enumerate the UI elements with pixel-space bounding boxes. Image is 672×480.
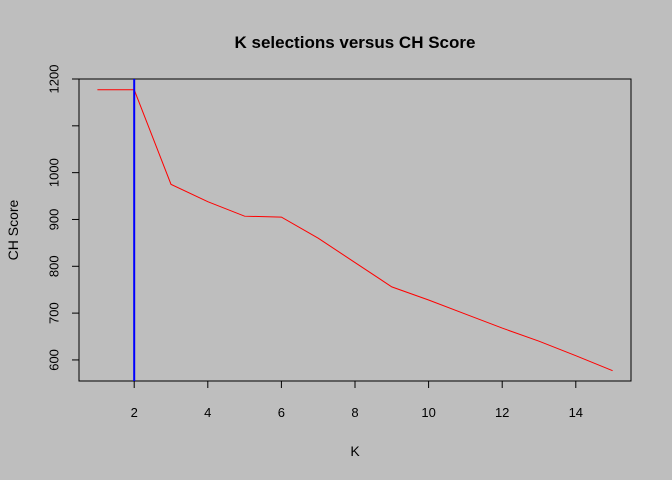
y-tick-label: 1000 <box>47 158 62 187</box>
y-tick-label: 1200 <box>47 65 62 94</box>
y-tick-label: 600 <box>47 349 62 371</box>
data-point <box>502 327 503 328</box>
y-tick-label: 900 <box>47 209 62 231</box>
x-tick-label: 2 <box>131 405 138 420</box>
data-point <box>575 355 576 356</box>
data-point <box>207 201 208 202</box>
x-tick-label: 8 <box>351 405 358 420</box>
series-line-0 <box>97 89 613 372</box>
x-axis: 2 4 6 8 10 12 14 <box>131 380 583 420</box>
data-point <box>465 313 466 314</box>
y-tick-label: 700 <box>47 302 62 324</box>
data-point <box>391 286 392 287</box>
data-point <box>281 217 282 218</box>
data-point <box>244 216 245 217</box>
data-point <box>354 262 355 263</box>
y-axis: 600 700 800 900 1000 1200 <box>47 65 80 371</box>
data-point <box>318 238 319 239</box>
data-point <box>538 341 539 342</box>
x-tick-label: 12 <box>495 405 509 420</box>
x-tick-label: 10 <box>421 405 435 420</box>
x-tick-label: 6 <box>278 405 285 420</box>
data-point <box>170 184 171 185</box>
y-tick-label: 800 <box>47 255 62 277</box>
x-tick-label: 14 <box>569 405 583 420</box>
series-layer <box>97 79 613 381</box>
data-point <box>612 370 613 371</box>
x-axis-label: K <box>350 443 360 459</box>
plot-frame <box>78 78 632 382</box>
x-tick-label: 4 <box>204 405 211 420</box>
y-axis-label: CH Score <box>5 199 21 260</box>
data-point <box>428 299 429 300</box>
chart-title: K selections versus CH Score <box>235 33 476 52</box>
data-point <box>97 89 98 90</box>
